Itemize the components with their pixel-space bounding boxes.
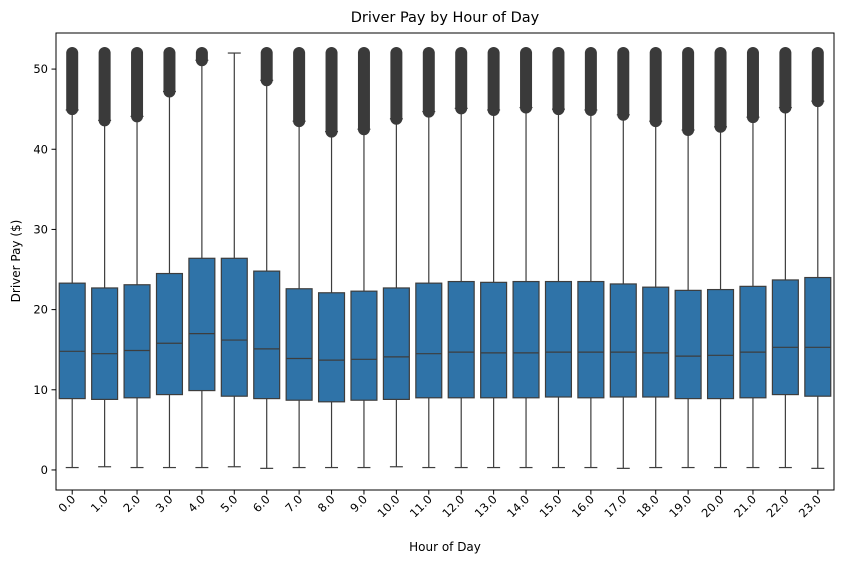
box bbox=[739, 285, 767, 399]
box bbox=[382, 287, 410, 401]
y-tick-label: 50 bbox=[33, 62, 48, 76]
chart-title: Driver Pay by Hour of Day bbox=[351, 10, 540, 26]
plot-frame bbox=[55, 32, 835, 491]
x-tick-label: 5.0 bbox=[218, 492, 241, 515]
box bbox=[609, 283, 637, 398]
box bbox=[317, 292, 346, 403]
plot-area: 0 10 20 30 40 50 0.0 1.0 2.0 3.0 4.0 5.0 6.0 7.0 8.0 9.… bbox=[33, 32, 835, 520]
x-tick-label: 2.0 bbox=[120, 492, 143, 515]
box bbox=[220, 257, 248, 397]
x-tick-label: 15.0 bbox=[537, 492, 565, 520]
box bbox=[544, 280, 573, 398]
x-tick-label: 19.0 bbox=[666, 492, 694, 520]
x-tick-label: 20.0 bbox=[699, 492, 727, 520]
x-tick-label: 13.0 bbox=[472, 492, 500, 520]
y-tick-label: 30 bbox=[33, 222, 48, 236]
box bbox=[512, 280, 540, 399]
box bbox=[706, 288, 735, 400]
x-tick-label: 0.0 bbox=[55, 492, 78, 515]
y-tick-label: 0 bbox=[41, 463, 48, 477]
x-tick-label: 11.0 bbox=[407, 492, 435, 520]
x-tick-label: 18.0 bbox=[634, 492, 662, 520]
box bbox=[447, 280, 475, 399]
box bbox=[58, 282, 86, 400]
x-tick-label: 16.0 bbox=[569, 492, 597, 520]
box bbox=[480, 281, 508, 399]
box bbox=[642, 286, 670, 398]
x-tick-label: 7.0 bbox=[282, 492, 305, 515]
x-tick-label: 8.0 bbox=[315, 492, 338, 515]
x-tick-label: 12.0 bbox=[439, 492, 467, 520]
x-tick-label: 3.0 bbox=[153, 492, 176, 515]
box bbox=[285, 288, 313, 401]
box bbox=[350, 290, 378, 401]
x-tick-label: 14.0 bbox=[504, 492, 532, 520]
x-tick-label: 22.0 bbox=[763, 492, 791, 520]
y-tick-label: 40 bbox=[33, 142, 48, 156]
box bbox=[674, 289, 702, 400]
box bbox=[771, 279, 799, 396]
box bbox=[415, 282, 443, 399]
box bbox=[804, 276, 832, 397]
box bbox=[91, 287, 119, 401]
x-tick-label: 6.0 bbox=[250, 492, 273, 515]
box bbox=[188, 257, 216, 392]
y-tick-label: 10 bbox=[33, 383, 48, 397]
box bbox=[577, 280, 605, 399]
x-tick-label: 17.0 bbox=[601, 492, 629, 520]
x-tick-label: 10.0 bbox=[374, 492, 402, 520]
box bbox=[123, 284, 151, 399]
box bbox=[155, 272, 184, 396]
x-tick-label: 23.0 bbox=[796, 492, 824, 520]
x-tick-label: 4.0 bbox=[185, 492, 208, 515]
y-axis-label: Driver Pay ($) bbox=[9, 220, 23, 303]
box bbox=[253, 270, 281, 400]
x-axis-label: Hour of Day bbox=[409, 540, 481, 554]
x-tick-label: 21.0 bbox=[731, 492, 759, 520]
y-tick-label: 20 bbox=[33, 303, 48, 317]
x-tick-label: 9.0 bbox=[347, 492, 370, 515]
x-tick-label: 1.0 bbox=[88, 492, 111, 515]
